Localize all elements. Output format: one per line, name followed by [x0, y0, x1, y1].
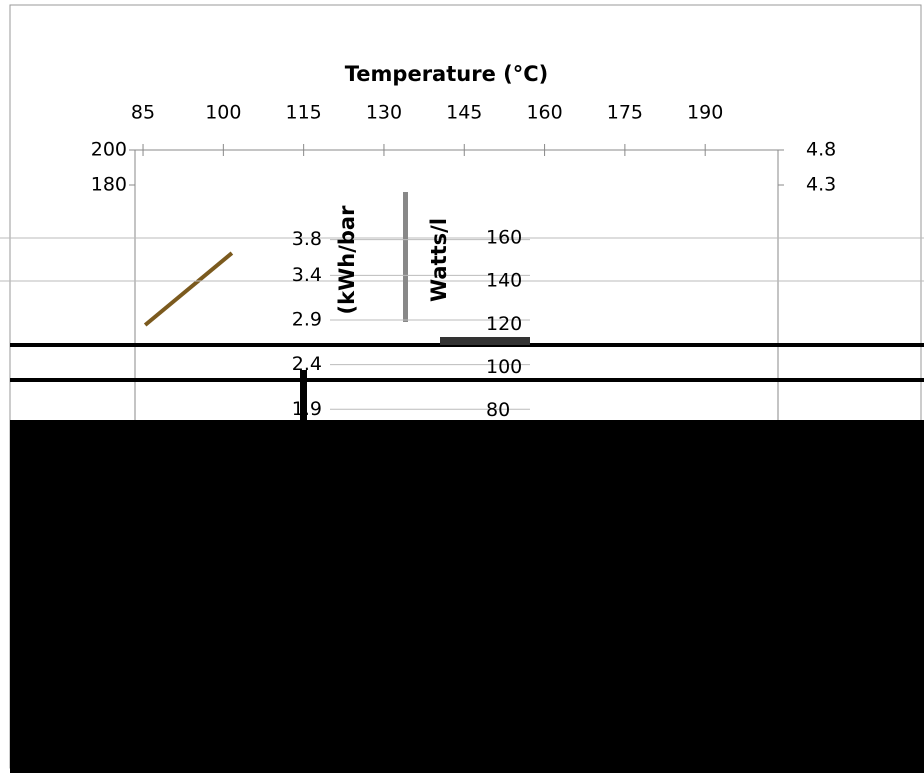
glitch-bar	[300, 370, 307, 445]
glitch-bar	[440, 337, 530, 345]
y-tick-label: 180	[91, 174, 127, 196]
x-tick-label: 130	[366, 102, 402, 124]
y-tick-label: 2.4	[292, 353, 322, 375]
y2-tick-label: 4.8	[806, 139, 836, 161]
y2-tick-label: 140	[486, 270, 522, 292]
x-tick-label: 175	[607, 102, 643, 124]
y2-axis-label: Watts/l	[427, 218, 451, 302]
y2-tick-label: 4.3	[806, 174, 836, 196]
y2-tick-label: 80	[486, 399, 510, 421]
series-line	[143, 251, 234, 327]
y2-tick-label: 100	[486, 356, 522, 378]
y-axis-label: (kWh/bar	[335, 205, 359, 315]
glitch-bar	[10, 378, 924, 382]
y-tick-label: 3.8	[292, 228, 322, 250]
x-tick-label: 100	[205, 102, 241, 124]
main-plot: Temperature (°C) 85 100 115 130 145 160 175 190 2…	[91, 62, 836, 500]
x-tick-label: 145	[446, 102, 482, 124]
x-tick-label: 190	[687, 102, 723, 124]
glitch-block	[10, 420, 924, 773]
y-tick-label: 2.9	[292, 309, 322, 331]
y-tick-label: 1.9	[292, 398, 322, 420]
x-tick-label: 115	[286, 102, 322, 124]
y-tick-label: 3.4	[292, 264, 322, 286]
y-tick-label: 200	[91, 139, 127, 161]
inset-plot: 3.8 3.4 2.9 2.4 1.9 160 140 120 100 80 (kWh/bar Wat…	[292, 205, 530, 421]
x-axis-label: Temperature (°C)	[345, 62, 548, 86]
y2-tick-label: 160	[486, 227, 522, 249]
x-tick-label: 85	[131, 102, 155, 124]
x-tick-label: 160	[526, 102, 562, 124]
y2-tick-label: 120	[486, 313, 522, 335]
glitch-bar	[403, 192, 408, 322]
